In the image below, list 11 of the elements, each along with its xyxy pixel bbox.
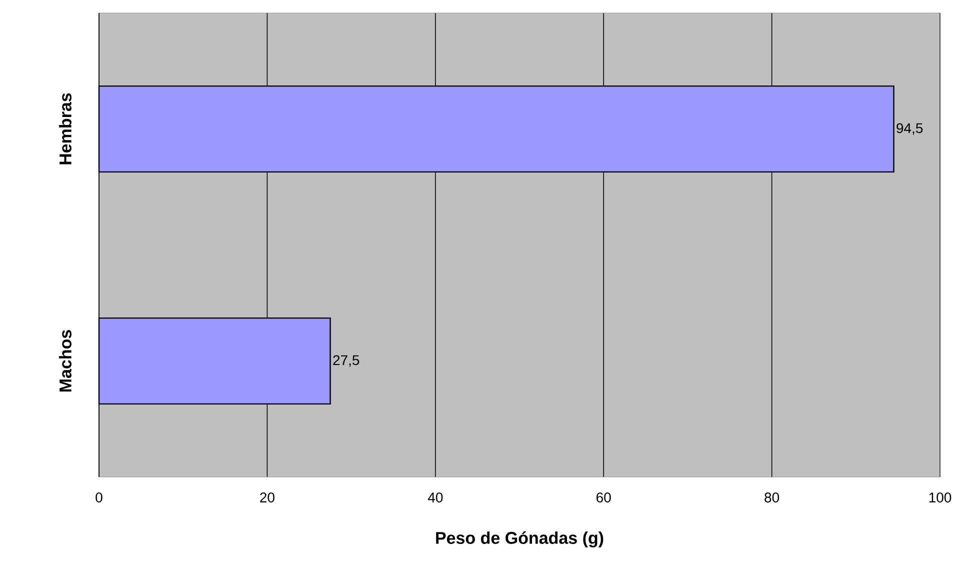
data-label: 94,5 xyxy=(896,123,923,135)
x-tick-label: 100 xyxy=(929,492,952,502)
data-label: 27,5 xyxy=(333,355,360,367)
y-tick-label: Hembras xyxy=(58,93,72,164)
y-tick-label: Machos xyxy=(58,330,72,392)
x-tick-label: 80 xyxy=(764,492,780,502)
x-tick-label: 40 xyxy=(428,492,443,502)
x-tick-label: 60 xyxy=(596,492,611,502)
x-tick-label: 0 xyxy=(96,492,102,502)
x-tick-label: 20 xyxy=(260,492,274,502)
x-axis-title: Peso de Gónadas (g) xyxy=(436,531,604,548)
